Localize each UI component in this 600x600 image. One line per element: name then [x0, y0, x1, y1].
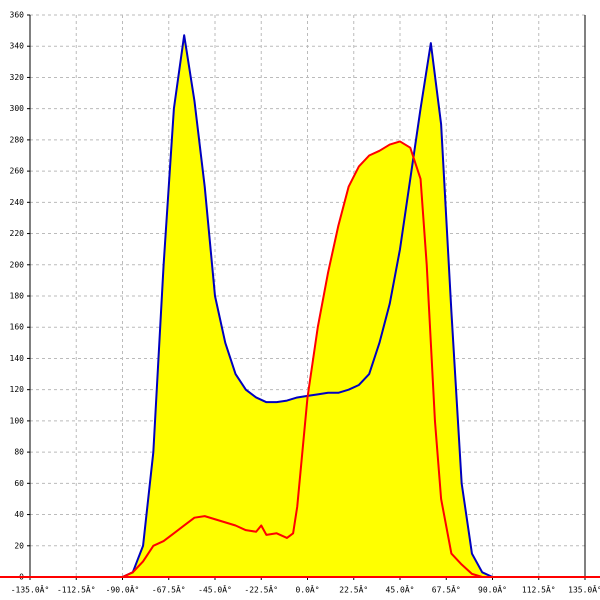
y-tick-label: 180 — [10, 292, 25, 301]
x-tick-label: -22.5Â° — [244, 584, 278, 595]
y-tick-label: 80 — [14, 448, 24, 457]
x-tick-label: 22.5Â° — [339, 584, 368, 595]
x-tick-label: -112.5Â° — [57, 584, 96, 595]
y-tick-label: 20 — [14, 541, 24, 550]
x-tick-label: -135.0Â° — [11, 584, 50, 595]
y-tick-label: 280 — [10, 135, 25, 144]
y-tick-label: 220 — [10, 229, 25, 238]
area-fill — [112, 141, 503, 577]
y-tick-label: 240 — [10, 198, 25, 207]
y-tick-label: 100 — [10, 416, 25, 425]
y-tick-label: 140 — [10, 354, 25, 363]
y-tick-label: 40 — [14, 510, 24, 519]
x-tick-label: 67.5Â° — [432, 584, 461, 595]
series-line — [112, 140, 503, 578]
x-tick-label: -67.5Â° — [152, 584, 186, 595]
x-tick-label: 135.0Â° — [568, 584, 600, 595]
x-tick-label: 0.0Â° — [295, 584, 319, 595]
y-tick-label: 360 — [10, 11, 25, 20]
x-tick-label: 90.0Â° — [478, 584, 507, 595]
x-tick-label: 45.0Â° — [386, 584, 415, 595]
x-tick-label: 112.5Â° — [522, 584, 556, 595]
y-tick-label: 300 — [10, 104, 25, 113]
x-tick-label: -90.0Â° — [106, 584, 140, 595]
y-tick-label: 260 — [10, 167, 25, 176]
y-tick-label: 340 — [10, 42, 25, 51]
y-tick-label: 60 — [14, 479, 24, 488]
x-tick-label: -45.0Â° — [198, 584, 232, 595]
y-tick-label: 120 — [10, 385, 25, 394]
y-tick-label: 200 — [10, 260, 25, 269]
y-tick-label: 160 — [10, 323, 25, 332]
y-tick-label: 320 — [10, 73, 25, 82]
